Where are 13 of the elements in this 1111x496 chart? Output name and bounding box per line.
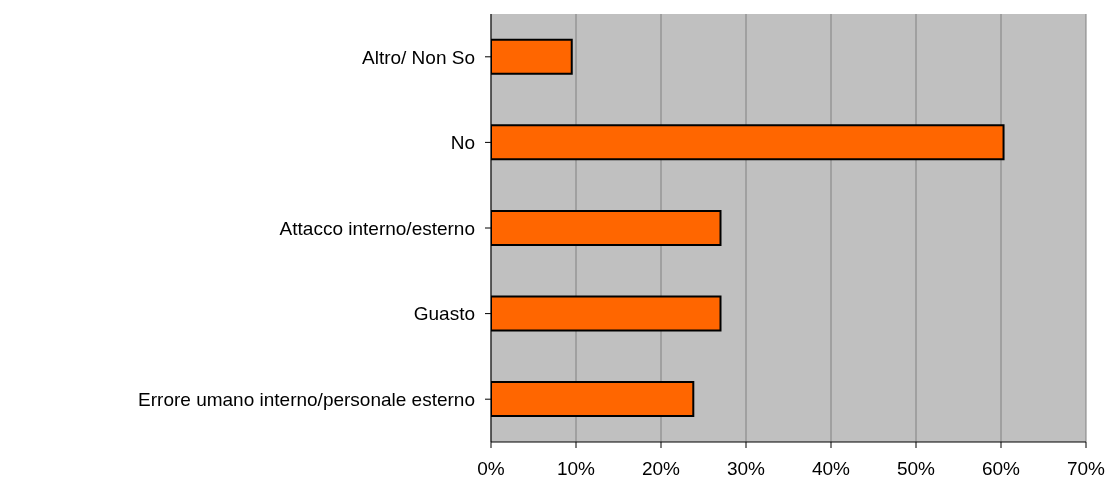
x-tick-label: 0%	[477, 458, 505, 480]
x-tick-label: 40%	[811, 458, 851, 480]
x-tick-label: 60%	[981, 458, 1021, 480]
x-tick-label: 70%	[1066, 458, 1106, 480]
x-tick-label: 30%	[726, 458, 766, 480]
x-tick-label: 50%	[896, 458, 936, 480]
y-tick-label: Attacco interno/esterno	[279, 217, 475, 239]
y-tick-label: Errore umano interno/personale esterno	[138, 388, 475, 410]
x-tick-label: 20%	[641, 458, 681, 480]
x-tick-label: 10%	[556, 458, 596, 480]
y-tick-label: Guasto	[413, 303, 475, 325]
y-tick-label: Altro/ Non So	[362, 46, 475, 68]
y-tick-label: No	[450, 132, 475, 154]
